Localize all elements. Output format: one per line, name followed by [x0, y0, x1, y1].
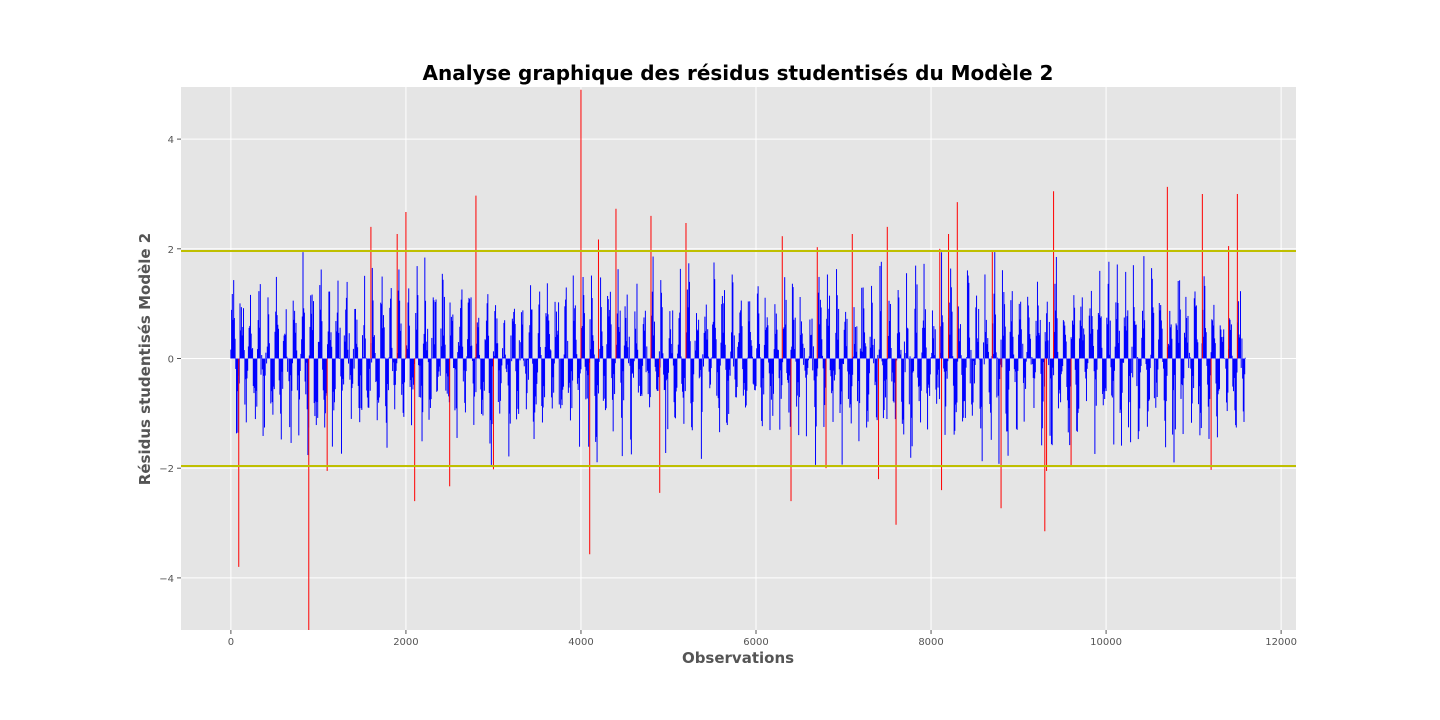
y-tick-label: 2 — [168, 245, 174, 256]
x-tick-label: 0 — [228, 637, 234, 648]
y-tick-label: −2 — [159, 464, 174, 475]
y-axis-label: Résidus studentisés Modèle 2 — [136, 233, 154, 485]
x-tick-label: 2000 — [393, 637, 418, 648]
x-axis-ticks: 0 2000 4000 6000 8000 10000 12000 — [228, 630, 1297, 648]
x-tick-label: 4000 — [568, 637, 593, 648]
residual-bars — [230, 89, 1246, 630]
x-tick-label: 12000 — [1265, 637, 1297, 648]
x-tick-label: 6000 — [743, 637, 768, 648]
x-tick-label: 8000 — [918, 637, 943, 648]
x-tick-label: 10000 — [1090, 637, 1122, 648]
y-axis-ticks: −4 −2 0 2 4 — [159, 135, 181, 585]
reference-lines — [181, 249, 1296, 468]
chart-title: Analyse graphique des résidus studentisé… — [423, 61, 1054, 85]
x-axis-label: Observations — [682, 649, 794, 667]
y-tick-label: 0 — [168, 355, 174, 366]
grid-lines — [181, 87, 1296, 630]
y-tick-label: −4 — [159, 574, 174, 585]
y-tick-label: 4 — [168, 135, 174, 146]
